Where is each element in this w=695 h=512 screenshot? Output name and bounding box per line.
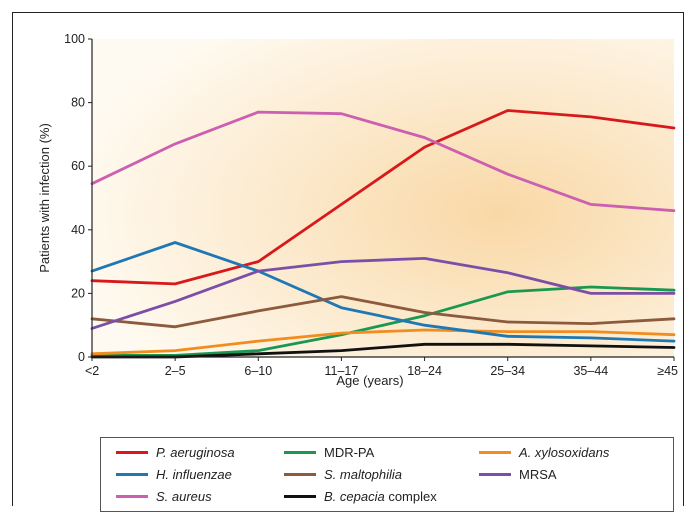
- y-tick-label: 60: [71, 159, 85, 173]
- legend-swatch: [479, 473, 511, 476]
- legend: P. aeruginosa MDR-PA A. xylosoxidans H. inf…: [100, 437, 674, 512]
- axes-layer: 0 20 40 60 80 100 <2 2–5 6–10 11–17 18–24 25–34 35–4…: [64, 32, 678, 378]
- x-tick-label: 6–10: [244, 364, 272, 378]
- legend-item: MDR-PA: [284, 445, 374, 460]
- x-tick-label: 25–34: [490, 364, 525, 378]
- series-line-p-aeruginosa: [90, 109, 676, 286]
- x-tick-label: 2–5: [165, 364, 186, 378]
- x-tick-label: 35–44: [573, 364, 608, 378]
- x-tick-label: <2: [85, 364, 99, 378]
- x-tick-label: ≥45: [657, 364, 678, 378]
- series-line-mrsa: [90, 256, 676, 330]
- chart-frame: 0 20 40 60 80 100 <2 2–5 6–10 11–17 18–24 25–34 35–4…: [12, 12, 684, 512]
- legend-label: MRSA: [519, 467, 557, 482]
- legend-item: B. cepacia complex: [284, 489, 437, 504]
- y-tick-label: 0: [78, 350, 85, 364]
- series-line-mdr-pa: [90, 285, 676, 357]
- legend-item: MRSA: [479, 467, 557, 482]
- legend-swatch: [116, 473, 148, 476]
- plot-background: [92, 39, 674, 357]
- y-tick-label: 100: [64, 32, 85, 46]
- series-line-s-aureus: [90, 110, 676, 213]
- line-chart: 0 20 40 60 80 100 <2 2–5 6–10 11–17 18–24 25–34 35–4…: [37, 32, 678, 388]
- x-tick-label: 18–24: [407, 364, 442, 378]
- legend-label: B. cepacia complex: [324, 489, 437, 504]
- legend-swatch: [284, 451, 316, 454]
- series-line-a-xylosoxidans: [90, 328, 676, 356]
- legend-item: H. influenzae: [116, 467, 232, 482]
- x-tick-label: 11–17: [325, 364, 359, 378]
- series-line-h-influenzae: [90, 241, 676, 343]
- x-axis-title: Age (years): [336, 373, 403, 388]
- legend-item: A. xylosoxidans: [479, 445, 609, 460]
- y-tick-label: 40: [71, 223, 85, 237]
- legend-item: S. aureus: [116, 489, 212, 504]
- legend-label: S. aureus: [156, 489, 212, 504]
- y-tick-label: 20: [71, 286, 85, 300]
- legend-swatch: [284, 495, 316, 498]
- legend-swatch: [479, 451, 511, 454]
- legend-swatch: [116, 495, 148, 498]
- legend-label: MDR-PA: [324, 445, 375, 460]
- y-tick-label: 80: [71, 96, 85, 110]
- series-line-s-maltophilia: [90, 295, 676, 329]
- series-layer: [90, 109, 676, 359]
- legend-item: P. aeruginosa: [116, 445, 235, 460]
- legend-swatch: [116, 451, 148, 454]
- legend-item: S. maltophilia: [284, 467, 402, 482]
- legend-label: S. maltophilia: [324, 467, 403, 482]
- legend-label: H. influenzae: [156, 467, 232, 482]
- legend-swatch: [284, 473, 316, 476]
- legend-label: P. aeruginosa: [156, 445, 235, 460]
- y-axis-title: Patients with infection (%): [37, 123, 52, 273]
- legend-label: A. xylosoxidans: [519, 445, 610, 460]
